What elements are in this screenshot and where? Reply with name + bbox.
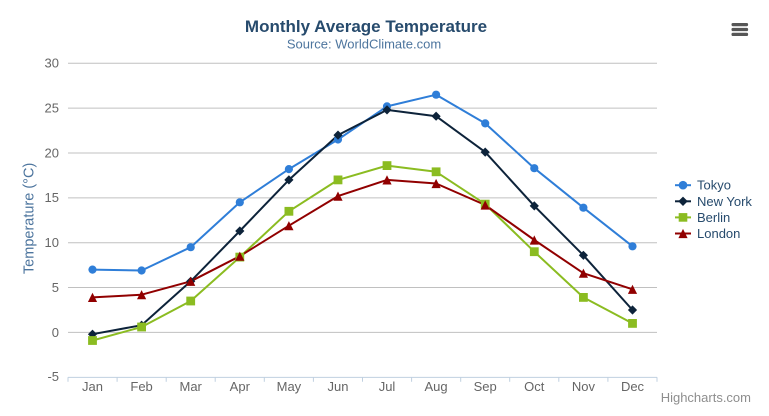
svg-text:Source: WorldClimate.com: Source: WorldClimate.com	[287, 37, 441, 52]
svg-text:Berlin: Berlin	[697, 210, 730, 225]
svg-text:-5: -5	[47, 369, 59, 384]
svg-text:15: 15	[45, 190, 59, 205]
svg-text:May: May	[277, 379, 302, 394]
svg-text:Highcharts.com: Highcharts.com	[661, 390, 751, 405]
svg-text:10: 10	[45, 235, 59, 250]
svg-text:Dec: Dec	[621, 379, 645, 394]
svg-text:Sep: Sep	[474, 379, 497, 394]
svg-text:Oct: Oct	[524, 379, 545, 394]
svg-text:5: 5	[52, 280, 59, 295]
svg-text:Aug: Aug	[425, 379, 448, 394]
svg-text:0: 0	[52, 325, 59, 340]
svg-text:Jan: Jan	[82, 379, 103, 394]
svg-text:30: 30	[45, 56, 59, 71]
svg-text:Monthly Average Temperature: Monthly Average Temperature	[245, 17, 487, 36]
svg-text:25: 25	[45, 101, 59, 116]
svg-text:Feb: Feb	[130, 379, 152, 394]
svg-text:Jun: Jun	[328, 379, 349, 394]
svg-text:Mar: Mar	[180, 379, 203, 394]
svg-text:Jul: Jul	[379, 379, 396, 394]
svg-text:Nov: Nov	[572, 379, 596, 394]
svg-text:Apr: Apr	[230, 379, 251, 394]
svg-text:20: 20	[45, 145, 59, 160]
svg-text:Temperature (°C): Temperature (°C)	[22, 163, 38, 274]
svg-text:Tokyo: Tokyo	[697, 178, 731, 193]
svg-text:London: London	[697, 226, 740, 241]
svg-text:New York: New York	[697, 194, 752, 209]
